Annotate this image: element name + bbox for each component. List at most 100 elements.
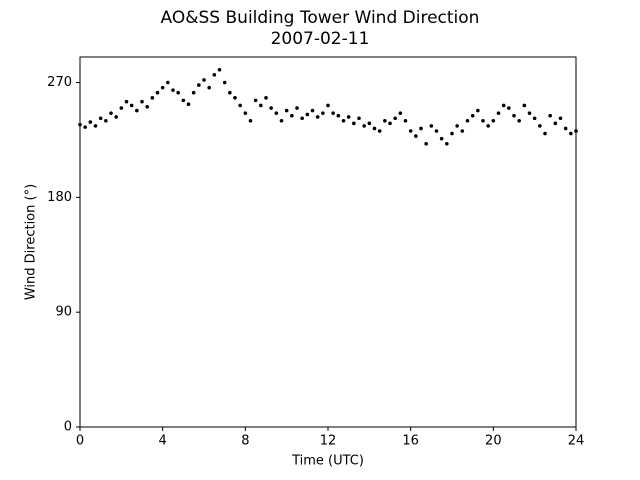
x-tick-label: 8	[241, 434, 249, 449]
point	[558, 116, 563, 121]
point	[305, 112, 310, 117]
point	[259, 103, 263, 108]
point	[414, 134, 418, 138]
point	[279, 118, 284, 123]
x-tick-label: 20	[485, 434, 502, 449]
point	[424, 141, 428, 146]
point	[150, 96, 155, 100]
point	[222, 80, 227, 85]
point	[88, 120, 93, 124]
point	[166, 80, 170, 85]
point	[393, 116, 397, 121]
point	[315, 115, 320, 119]
point	[398, 111, 403, 115]
point	[460, 129, 465, 133]
point	[228, 90, 232, 95]
y-tick-label: 270	[47, 75, 72, 90]
point	[491, 118, 496, 123]
point	[135, 108, 139, 113]
point	[429, 124, 434, 128]
point	[124, 99, 129, 104]
point	[522, 103, 527, 108]
point	[341, 118, 346, 123]
point	[186, 102, 191, 107]
point	[326, 103, 330, 108]
point	[202, 78, 206, 82]
point	[377, 129, 382, 133]
point	[563, 126, 568, 131]
point	[145, 104, 149, 109]
x-axis-label: Time (UTC)	[291, 454, 364, 469]
point	[217, 67, 222, 72]
point	[83, 125, 87, 129]
point	[486, 124, 490, 128]
point	[248, 118, 253, 123]
point	[481, 118, 485, 123]
point	[155, 90, 160, 95]
point	[470, 113, 475, 118]
point	[264, 96, 268, 100]
point	[439, 136, 444, 141]
point	[388, 121, 392, 126]
point	[403, 118, 408, 123]
point	[517, 118, 521, 123]
point	[207, 85, 211, 90]
x-tick-label: 4	[159, 434, 167, 449]
point	[538, 124, 542, 128]
point	[362, 124, 366, 128]
point	[284, 108, 289, 113]
plot-frame	[79, 56, 577, 428]
point	[310, 108, 315, 113]
point	[243, 111, 248, 115]
point	[352, 121, 356, 126]
point	[104, 118, 108, 123]
point	[331, 111, 335, 115]
point	[129, 103, 134, 108]
point	[212, 73, 217, 77]
point	[274, 111, 279, 115]
point	[434, 129, 439, 133]
point	[181, 98, 186, 103]
y-axis-label: Wind Direction (°)	[24, 184, 39, 300]
point	[465, 118, 470, 123]
point	[512, 113, 516, 118]
point	[176, 90, 180, 95]
point	[357, 116, 361, 121]
y-tick-label: 180	[47, 190, 72, 205]
point	[450, 131, 454, 136]
point	[197, 83, 201, 87]
point	[253, 98, 258, 103]
point	[367, 121, 372, 126]
point	[383, 118, 387, 123]
point	[233, 96, 237, 100]
point	[408, 129, 413, 133]
x-tick-label: 24	[568, 434, 585, 449]
point	[553, 121, 558, 126]
point	[295, 106, 299, 110]
chart-subtitle: 2007-02-11	[271, 29, 370, 49]
point	[269, 106, 273, 110]
point	[109, 111, 113, 115]
point	[532, 116, 537, 121]
point	[507, 106, 511, 110]
point	[171, 88, 175, 92]
point	[300, 116, 304, 121]
chart-title: AO&SS Building Tower Wind Direction	[161, 8, 480, 28]
x-tick-label: 16	[402, 434, 419, 449]
point	[496, 111, 501, 115]
point	[419, 126, 423, 131]
point	[119, 106, 124, 110]
point	[501, 103, 506, 108]
point	[476, 108, 480, 113]
point	[336, 113, 341, 118]
point	[93, 124, 98, 128]
point	[114, 115, 118, 119]
point	[548, 113, 552, 118]
point	[140, 99, 144, 104]
x-tick-label: 12	[320, 434, 337, 449]
point	[191, 90, 196, 95]
point	[455, 124, 459, 128]
point	[543, 131, 547, 136]
point	[160, 85, 165, 90]
